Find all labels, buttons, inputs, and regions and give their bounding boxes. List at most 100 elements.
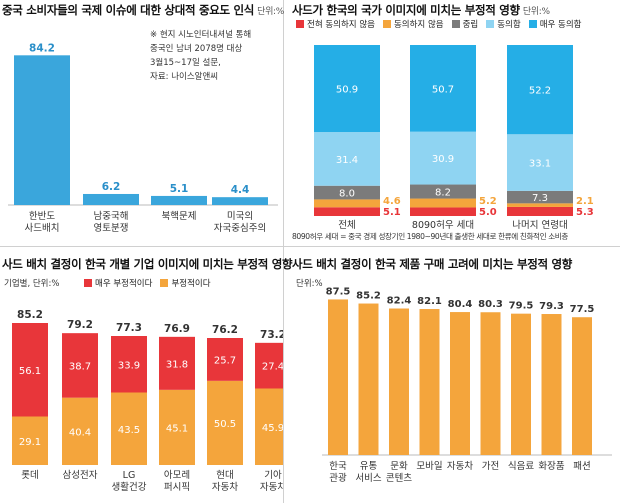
total-label: 77.3 (116, 322, 142, 334)
tick-label: 가전 (482, 461, 499, 472)
legend-swatch (160, 279, 169, 287)
stack-segment (507, 206, 573, 216)
bar (358, 303, 379, 455)
legend-swatch (486, 20, 495, 28)
stack-segment (62, 397, 98, 465)
data-label: 82.1 (417, 296, 442, 307)
data-label: 33.9 (118, 360, 140, 371)
tick-label: 나머지 연령대 (512, 219, 567, 231)
tick-label: 현대 (216, 470, 233, 481)
stack-segment (255, 388, 283, 465)
tick-label: 삼성전자 (63, 470, 98, 481)
bar (419, 309, 440, 455)
chart1-title: 중국 소비자들의 국제 이슈에 대한 상대적 중요도 인식 단위:% (2, 3, 285, 17)
bar (83, 193, 139, 205)
chart2-title: 사드가 한국의 국가 이미지에 미치는 부정적 영향 단위:% (292, 3, 550, 17)
stack-segment (314, 207, 380, 216)
data-label: 50.5 (214, 419, 236, 430)
data-label: 25.7 (214, 355, 236, 366)
data-label: 45.1 (166, 423, 188, 434)
stack-segment (314, 45, 380, 133)
total-label: 79.2 (67, 319, 93, 331)
legend-label: 부정적이다 (171, 279, 211, 289)
tick-label: 식음료 (508, 461, 534, 472)
data-label: 5.2 (479, 196, 497, 207)
tick-label: 유통 (360, 461, 378, 472)
chart1-note: ※ 현지 시노인터내셔널 통해 중국인 남녀 2078명 대상 3월15~17일… (150, 30, 252, 82)
stack-segment (207, 380, 243, 465)
legend-label: 매우 부정적이다 (95, 279, 153, 289)
data-label: 4.4 (231, 184, 250, 196)
legend-label: 동의함 (497, 20, 521, 30)
legend-item: 매우 동의함 (528, 18, 582, 30)
stack-segment (507, 134, 573, 191)
legend-label: 매우 동의함 (539, 20, 582, 30)
tick-label: 퍼시픽 (164, 482, 190, 493)
data-label: 27.4 (262, 362, 283, 373)
stack-segment (507, 190, 573, 204)
data-label: 85.2 (356, 291, 381, 302)
data-label: 84.2 (29, 42, 55, 54)
data-label: 82.4 (387, 296, 412, 307)
stack-segment (314, 132, 380, 186)
legend-item: 매우 부정적이다 (84, 277, 152, 289)
stack-segment (410, 198, 476, 208)
data-label: 31.4 (336, 155, 358, 166)
data-label: 6.2 (102, 181, 121, 193)
tick-label: 화장품 (538, 461, 564, 472)
legend-item: 동의함 (486, 18, 521, 30)
data-label: 4.6 (383, 196, 401, 207)
tick-label: 사드배치 (25, 222, 60, 234)
stack-segment (410, 184, 476, 199)
bar (212, 197, 268, 205)
data-label: 80.4 (448, 299, 473, 310)
legend-label: 동의하지 않음 (393, 20, 444, 30)
bar (480, 312, 501, 455)
data-label: 29.1 (19, 437, 41, 448)
stack-segment (62, 333, 98, 398)
total-label: 76.2 (212, 324, 238, 336)
data-label: 77.5 (570, 304, 595, 315)
data-label: 52.2 (529, 86, 551, 97)
stack-segment (12, 323, 48, 417)
data-label: 31.8 (166, 359, 188, 370)
total-label: 73.2 (260, 329, 283, 341)
data-label: 56.1 (19, 366, 41, 377)
stack-segment (159, 336, 195, 390)
bar (151, 195, 207, 205)
bar (572, 317, 592, 455)
tick-label: 전체 (338, 220, 355, 231)
tick-label: 생활건강 (112, 481, 147, 493)
tick-label: 한국 (329, 461, 347, 472)
legend-swatch (451, 20, 460, 28)
bar (511, 313, 531, 455)
legend-item: 전혀 동의하지 않음 (296, 18, 375, 30)
stack-segment (207, 338, 243, 381)
data-label: 30.9 (432, 154, 454, 165)
bar (14, 55, 70, 205)
data-label: 5.1 (383, 207, 401, 218)
stack-segment (314, 199, 380, 208)
tick-label: 서비스 (355, 473, 381, 484)
legend-swatch (528, 20, 537, 28)
stack-segment (410, 131, 476, 185)
data-label: 2.1 (576, 196, 594, 207)
data-label: 43.5 (118, 425, 140, 436)
tick-label: LG (123, 470, 136, 481)
tick-label: 남중국해 (94, 210, 129, 222)
tick-label: 패션 (573, 461, 590, 472)
tick-label: 관광 (329, 472, 347, 484)
chart2-legend: 전혀 동의하지 않음 동의하지 않음 중립 동의함 매우 동의함 (296, 18, 582, 30)
chart3-legend: 매우 부정적이다 부정적이다 (84, 277, 211, 289)
legend-item: 부정적이다 (160, 277, 211, 289)
tick-label: 자동차 (260, 481, 283, 493)
vertical-divider (283, 0, 284, 503)
tick-label: 콘텐츠 (386, 473, 412, 484)
legend-swatch (296, 20, 304, 28)
tick-label: 자국중심주의 (214, 223, 266, 234)
tick-label: 아모레 (164, 470, 190, 481)
chart3-title: 사드 배치 결정이 한국 개별 기업 이미지에 미치는 부정적 영향 (2, 257, 293, 271)
tick-label: 한반도 (29, 211, 55, 222)
